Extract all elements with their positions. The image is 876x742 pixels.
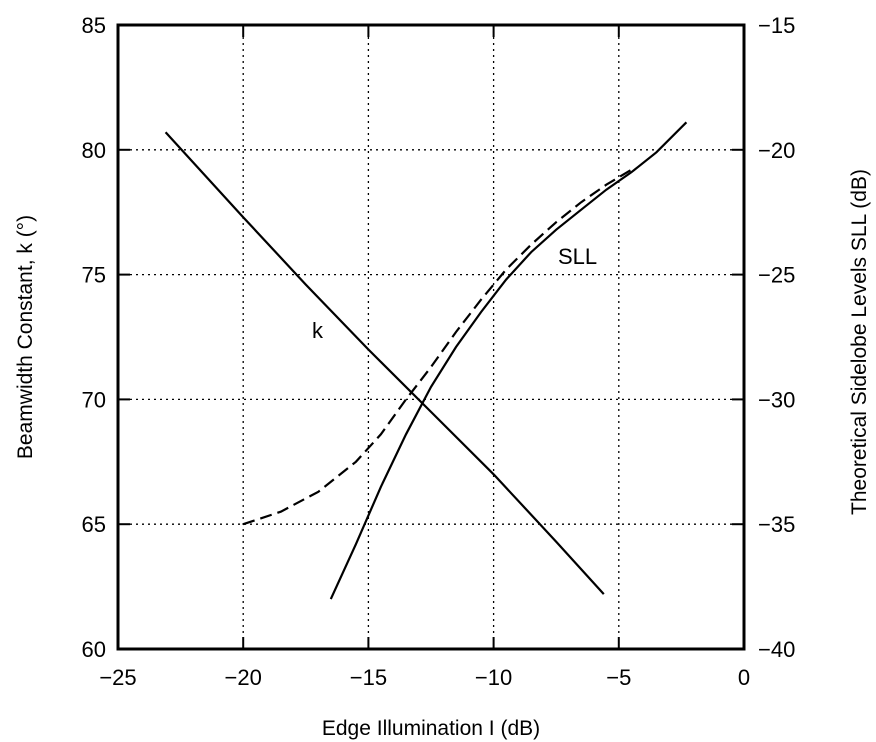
- k-series-line: [164, 131, 605, 595]
- x-tick-label: −25: [99, 665, 136, 690]
- y-right-tick-label: −40: [758, 637, 795, 662]
- y-right-tick-label: −35: [758, 512, 795, 537]
- tick-labels: −25 −20 −15 −10 −5 0 60 65 70 75 80 85 −40 −35 −30 −25 −…: [82, 13, 796, 690]
- x-tick-label: −10: [475, 665, 512, 690]
- y-left-axis-title: Beamwidth Constant, k (°): [14, 215, 37, 459]
- y-left-tick-label: 80: [82, 138, 106, 163]
- x-tick-label: 0: [738, 665, 750, 690]
- sll-series-line: [329, 121, 688, 600]
- plot-frame: [116, 23, 746, 651]
- x-tick-label: −15: [350, 665, 387, 690]
- y-right-axis-title: Theoretical Sidelobe Levels SLL (dB): [848, 169, 871, 515]
- axis-ticks: [117, 24, 745, 650]
- y-left-tick-label: 60: [82, 637, 106, 662]
- y-right-tick-label: −15: [758, 13, 795, 38]
- y-right-tick-label: −20: [758, 138, 795, 163]
- x-tick-label: −20: [225, 665, 262, 690]
- sll-curve-label: SLL: [558, 244, 597, 269]
- x-axis-title: Edge Illumination I (dB): [322, 717, 540, 740]
- k-curve-label: k: [312, 318, 324, 343]
- series-group: [164, 121, 688, 600]
- y-left-tick-label: 65: [82, 512, 106, 537]
- y-right-tick-label: −30: [758, 387, 795, 412]
- dashed-series-line: [242, 168, 632, 526]
- y-left-tick-label: 75: [82, 263, 106, 288]
- grid-lines: [118, 25, 744, 649]
- y-left-tick-label: 85: [82, 13, 106, 38]
- y-left-tick-label: 70: [82, 387, 106, 412]
- y-right-tick-label: −25: [758, 263, 795, 288]
- x-tick-label: −5: [606, 665, 631, 690]
